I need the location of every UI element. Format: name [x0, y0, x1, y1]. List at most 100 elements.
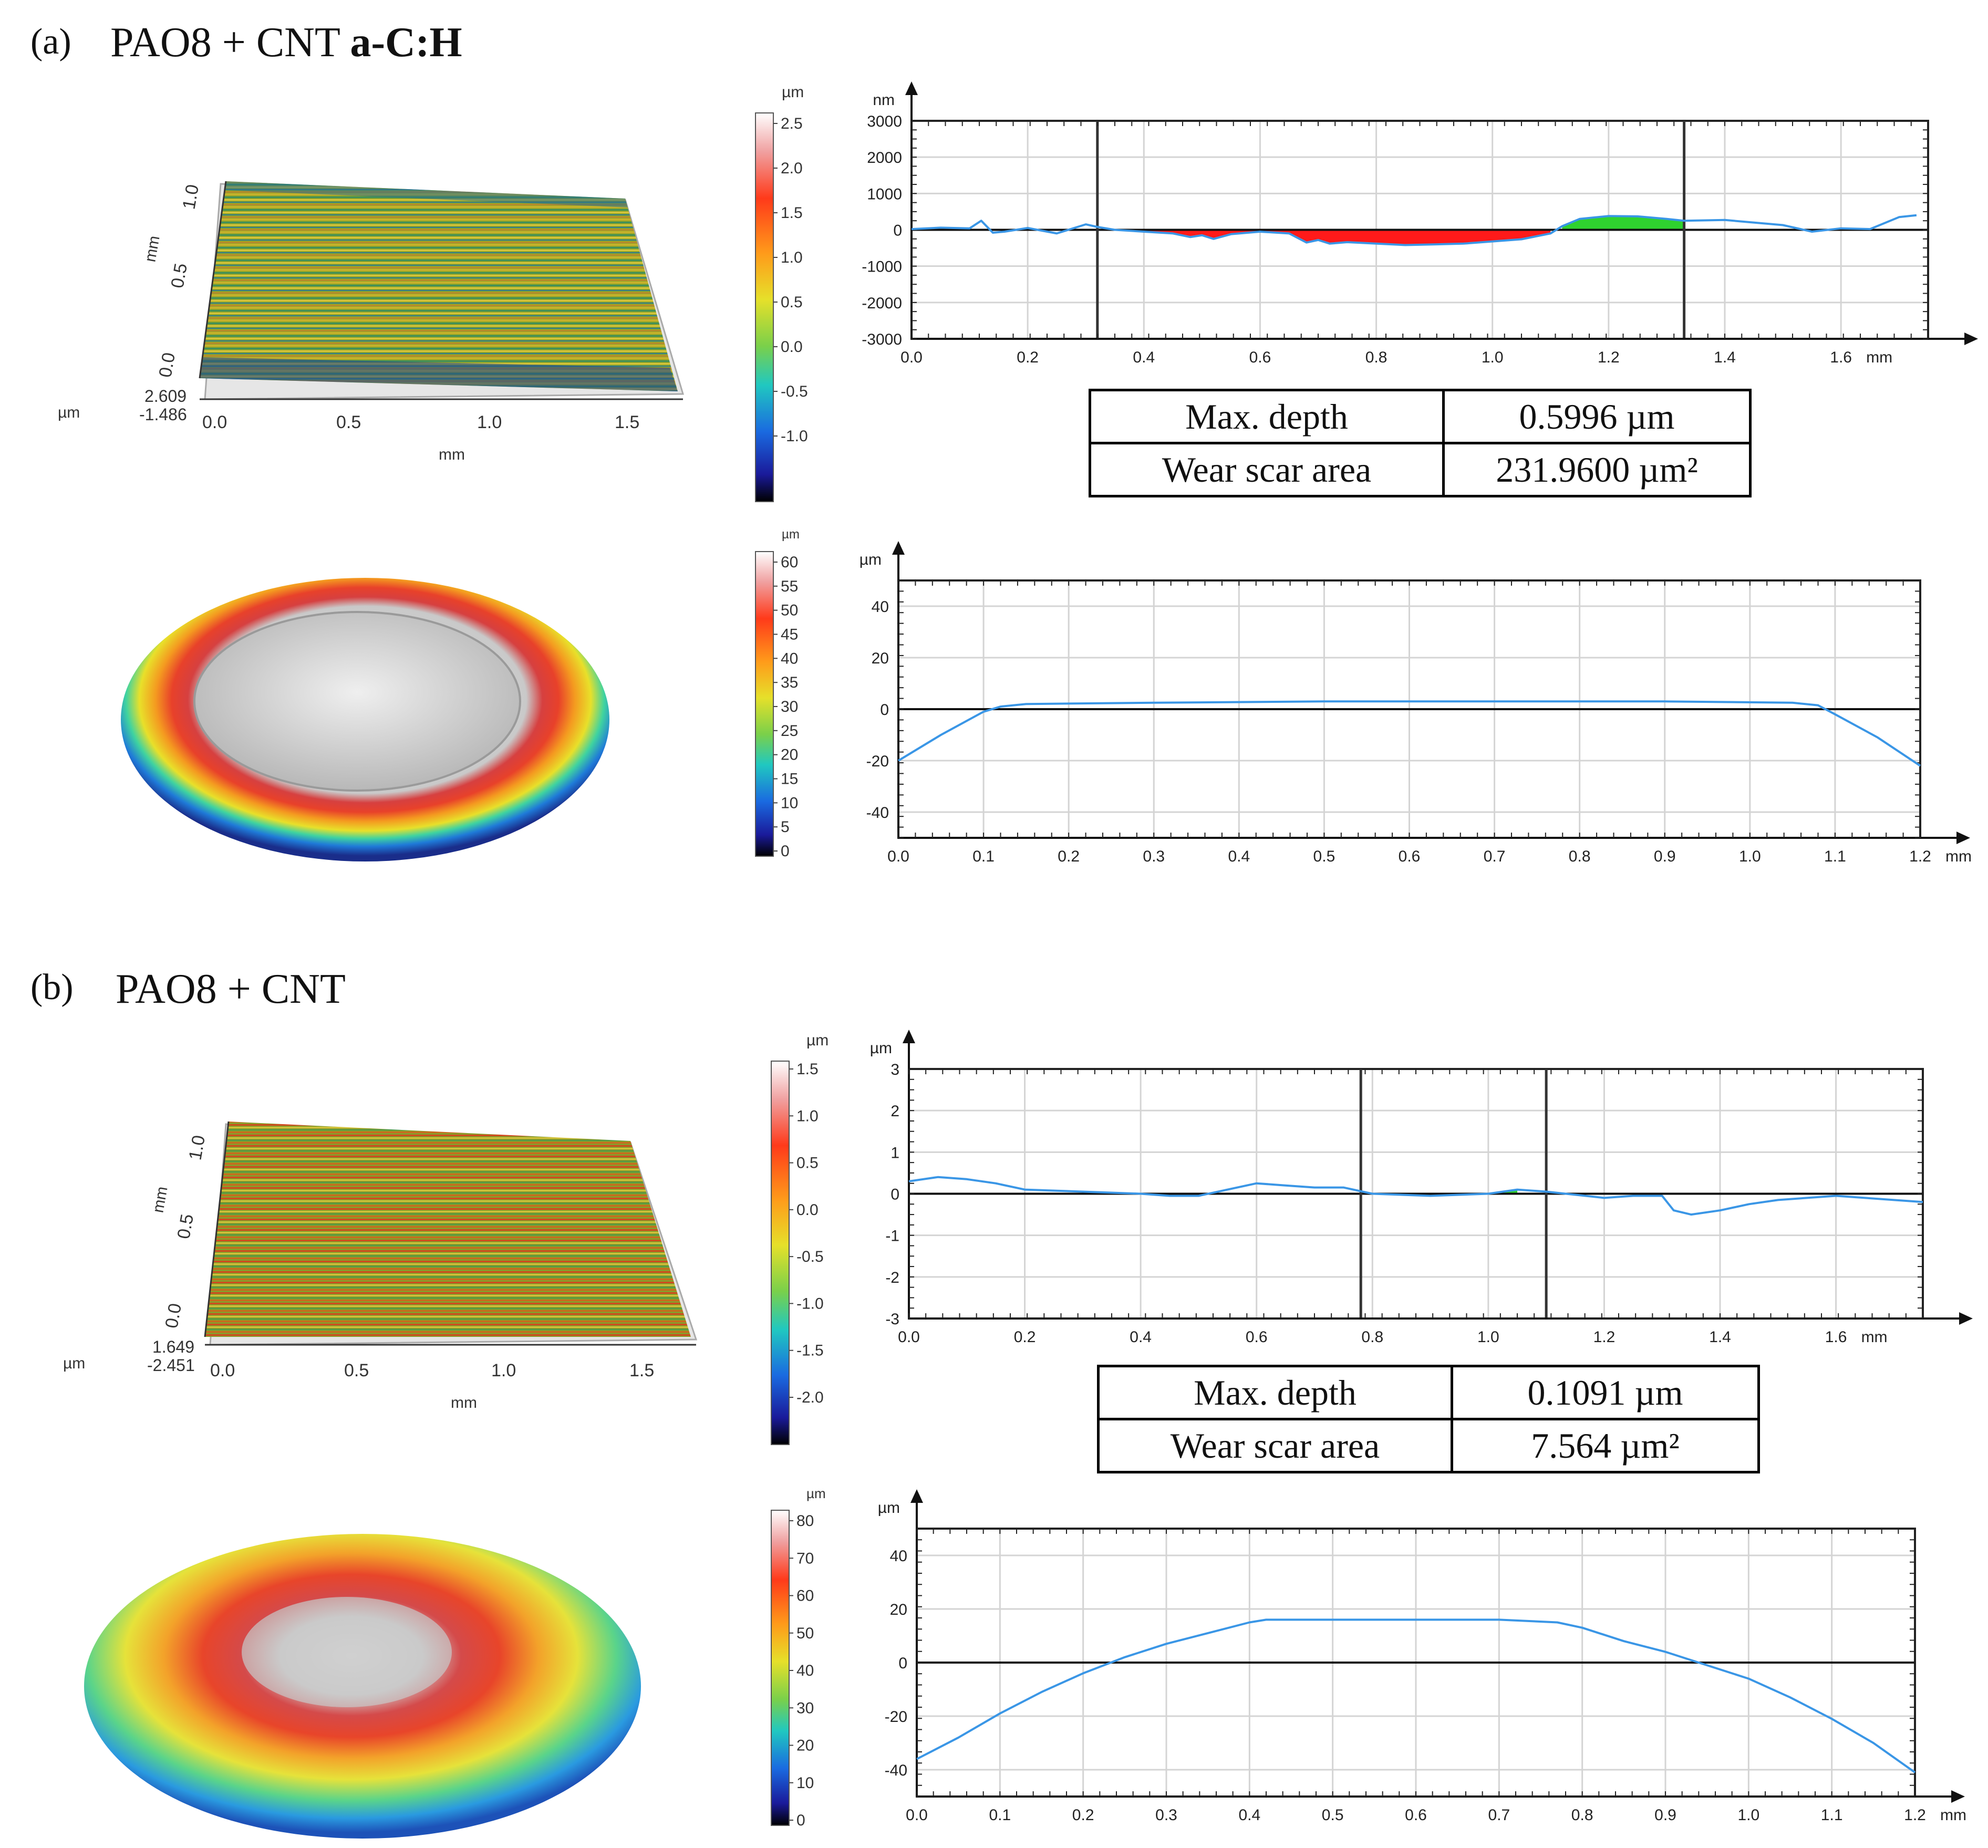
- max-depth-value: 0.1091 µm: [1451, 1365, 1760, 1420]
- colorbar-tick-label: 0.5: [781, 294, 803, 311]
- colorbar-tick-label: 50: [781, 602, 798, 619]
- panel-b-3d-x-tick: 1.5: [629, 1361, 654, 1380]
- panel-b-3d-z-max: 1.649: [152, 1337, 194, 1356]
- panel-b-3d-y-unit: mm: [149, 1185, 171, 1214]
- colorbar-tick-label: -1.0: [796, 1295, 824, 1312]
- y-tick-label: 0: [893, 222, 902, 240]
- colorbar-tick-label: 70: [796, 1550, 814, 1567]
- colorbar-tick-label: 25: [781, 722, 798, 740]
- x-axis-arrow: [1956, 832, 1970, 844]
- y-tick-label: 1000: [867, 185, 902, 203]
- panel-b-3d-topography: 0.0 0.5 1.0 1.5 mm 0.0 0.5 1.0 mm 1.649 …: [63, 1121, 698, 1411]
- y-tick-label: -40: [866, 804, 889, 822]
- x-tick-label: 0.2: [1072, 1807, 1094, 1824]
- y-tick-label: -2000: [862, 295, 902, 312]
- x-axis-label: mm: [1866, 349, 1892, 366]
- x-tick-label: 0.5: [1313, 848, 1335, 865]
- x-tick-label: 0.0: [900, 349, 923, 366]
- colorbar-tick-label: 30: [781, 698, 798, 715]
- x-axis-label: mm: [1861, 1328, 1888, 1346]
- panel-a-title: PAO8 + CNT a-C:H: [110, 19, 462, 67]
- panel-a-results-table: Max. depth 0.5996 µm Wear scar area 231.…: [1089, 389, 1752, 497]
- x-tick-label: 0.1: [989, 1807, 1011, 1824]
- panel-b-3d-y-tick: 1.0: [185, 1134, 209, 1161]
- colorbar-tick-label: -2.0: [796, 1389, 824, 1406]
- x-tick-label: 0.0: [906, 1807, 928, 1824]
- x-axis-arrow: [1964, 333, 1978, 345]
- panel-a-3d-y-unit: mm: [141, 234, 163, 263]
- colorbar-tick-label: 0.0: [796, 1201, 819, 1219]
- x-tick-label: 1.1: [1821, 1807, 1843, 1824]
- colorbar-tick-label: -0.5: [781, 383, 808, 400]
- removed-area: [1144, 230, 1551, 245]
- profile-line: [908, 1176, 1923, 1216]
- panel-a-3d-z-min: -1.486: [139, 405, 187, 424]
- panel-b-3d-z-min: -2.451: [147, 1356, 195, 1375]
- y-axis-arrow: [892, 541, 905, 555]
- x-tick-label: 1.4: [1714, 349, 1736, 366]
- panel-a-colorbar-top: µm 2.5 2.0 1.5 1.0 0.5 0.0 -0.5 -1.0: [755, 84, 808, 502]
- x-tick-label: 0.7: [1484, 848, 1506, 865]
- colorbar-tick-label: 20: [781, 746, 798, 764]
- colorbar-tick-label: 2.5: [781, 115, 803, 132]
- x-tick-label: 1.0: [1482, 349, 1504, 366]
- colorbar-tick-label: 45: [781, 626, 798, 643]
- panel-b-3d-x-tick: 0.5: [344, 1361, 369, 1380]
- y-axis-label: nm: [873, 91, 895, 109]
- colorbar-tick-label: -0.5: [796, 1248, 824, 1265]
- wear-scar-area-label: Wear scar area: [1089, 442, 1445, 497]
- panel-b-ball-wear-scar: [242, 1597, 452, 1707]
- x-tick-label: 0.0: [898, 1328, 920, 1346]
- panel-b-title: PAO8 + CNT: [116, 965, 346, 1013]
- table-row: Max. depth 0.5996 µm: [1089, 389, 1752, 444]
- panel-b-3d-z-unit: µm: [63, 1355, 85, 1372]
- y-tick-label: 3: [891, 1061, 899, 1078]
- panel-a-title-bold: a-C:H: [350, 19, 462, 66]
- y-tick-label: 2000: [867, 149, 902, 167]
- colorbar-tick-label: 1.5: [796, 1061, 819, 1078]
- colorbar-tick-label: 2.0: [781, 160, 803, 177]
- x-tick-label: 0.2: [1014, 1328, 1036, 1346]
- panel-a-3d-y-tick: 0.0: [155, 351, 179, 379]
- panel-b-3d-y-tick: 0.5: [173, 1212, 198, 1240]
- panel-a-3d-y-tick: 0.5: [167, 262, 191, 289]
- x-tick-label: 1.6: [1825, 1328, 1847, 1346]
- x-tick-label: 1.0: [1477, 1328, 1499, 1346]
- panel-b-3d-x-tick: 1.0: [491, 1361, 516, 1380]
- x-tick-label: 0.5: [1322, 1807, 1344, 1824]
- x-tick-label: 1.0: [1739, 848, 1761, 865]
- y-axis-arrow: [903, 1030, 915, 1043]
- x-tick-label: 0.7: [1488, 1807, 1510, 1824]
- y-tick-label: 20: [872, 650, 889, 667]
- panel-b-label: (b): [30, 967, 74, 1008]
- colorbar-tick-label: 0: [781, 843, 790, 860]
- panel-a-3d-x-unit: mm: [439, 446, 465, 463]
- table-row: Max. depth 0.1091 µm: [1097, 1365, 1760, 1420]
- panel-b-3d-x-unit: mm: [451, 1394, 477, 1411]
- x-tick-label: 0.8: [1571, 1807, 1593, 1824]
- panel-a-3d-x-tick: 1.0: [477, 412, 502, 432]
- panel-b-3d-y-tick: 0.0: [161, 1302, 185, 1330]
- panel-a-3d-x-tick: 0.0: [202, 412, 227, 432]
- x-tick-label: 0.8: [1365, 349, 1388, 366]
- colorbar-tick-label: 20: [796, 1737, 814, 1754]
- colorbar-tick-label: 50: [796, 1625, 814, 1642]
- max-depth-label: Max. depth: [1097, 1365, 1453, 1420]
- panel-b-colorbar-top: µm 1.5 1.0 0.5 0.0 -0.5 -1.0 -1.5 -2.0: [771, 1032, 829, 1445]
- panel-b-ball-topography: [84, 1534, 641, 1839]
- y-tick-label: 40: [890, 1548, 907, 1565]
- table-row: Wear scar area 7.564 µm²: [1097, 1418, 1760, 1473]
- x-tick-label: 1.2: [1904, 1807, 1926, 1824]
- y-tick-label: 3000: [867, 113, 902, 130]
- x-axis-arrow: [1951, 1790, 1965, 1803]
- max-depth-value: 0.5996 µm: [1442, 389, 1752, 444]
- panel-b-3d-x-tick: 0.0: [210, 1361, 235, 1380]
- wear-scar-area-label: Wear scar area: [1097, 1418, 1453, 1473]
- x-tick-label: 0.1: [972, 848, 995, 865]
- x-tick-label: 1.6: [1830, 349, 1852, 366]
- panel-b-colorbar-bottom: µm 80 70 60 50 40 30 20 10 0: [771, 1487, 826, 1829]
- colorbar-tick-label: 0.5: [796, 1155, 819, 1172]
- y-tick-label: 20: [890, 1601, 907, 1618]
- colorbar-unit: µm: [806, 1032, 829, 1049]
- colorbar-tick-label: 10: [796, 1774, 814, 1792]
